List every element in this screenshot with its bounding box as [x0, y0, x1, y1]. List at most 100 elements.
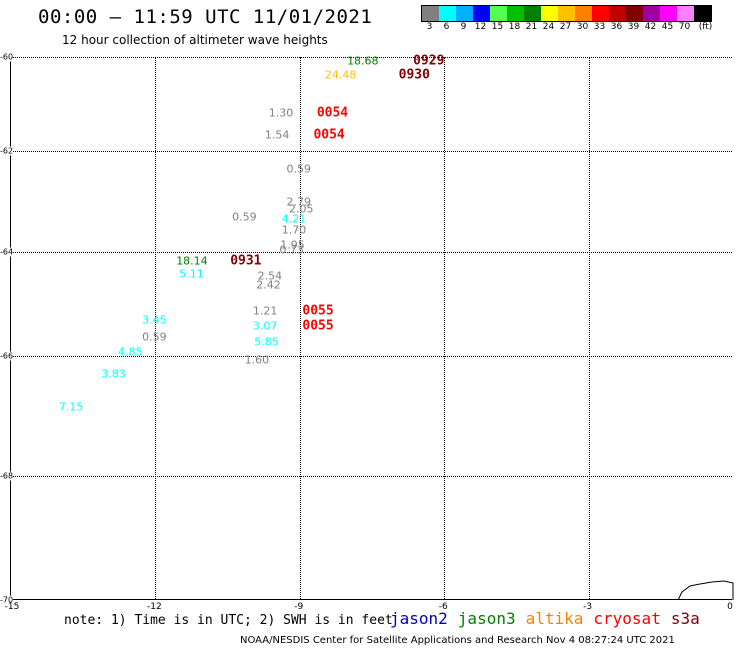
wave-height-label: 2.05 [288, 202, 314, 216]
wave-height-label: 1.95 [280, 238, 305, 252]
wave-height-label: 0.59 [142, 330, 167, 344]
observation-time-label: 0055 [302, 318, 334, 334]
latitude-gridline [11, 57, 732, 58]
color-scale-label: 70 [678, 22, 691, 32]
longitude-gridline [155, 57, 157, 599]
color-swatch [575, 6, 592, 21]
longitude-gridline [299, 57, 301, 599]
latitude-tick-label: -70 [0, 595, 14, 605]
wave-height-label: 0.59 [286, 162, 312, 176]
observation-time-label: 0929 [413, 53, 445, 69]
observation-time-label: 0931 [230, 253, 262, 269]
wave-height-label: 4.21 [281, 212, 307, 226]
color-swatch [422, 6, 439, 21]
color-scale-label: 45 [661, 22, 674, 32]
longitude-tick-label: 0 [727, 602, 733, 612]
color-swatch [439, 6, 456, 21]
color-swatch [694, 6, 711, 21]
wave-height-label: 5.85 [254, 335, 279, 349]
color-swatch [558, 6, 575, 21]
longitude-gridline [588, 57, 590, 599]
longitude-gridline [444, 57, 446, 599]
wave-height-color-scale [421, 5, 712, 22]
latitude-tick-label: -60 [0, 52, 14, 62]
longitude-tick-label: -3 [583, 602, 593, 612]
mission-legend: jason2 jason3 altika cryosat s3a [390, 609, 710, 628]
color-scale-label: 42 [644, 22, 657, 32]
wave-height-label: 2.42 [256, 278, 281, 292]
mission-legend-item: jason3 [457, 609, 516, 628]
wave-height-label: 0.59 [232, 210, 257, 224]
mission-legend-item: jason2 [390, 609, 448, 628]
wave-height-label: 1.54 [264, 128, 290, 142]
color-swatch [541, 6, 558, 21]
wave-height-label: 1.70 [281, 223, 307, 237]
footer-note: note: 1) Time is in UTC; 2) SWH is in fe… [64, 613, 393, 628]
longitude-tick-label: -6 [438, 602, 448, 612]
latitude-tick-label: -64 [0, 247, 14, 257]
color-swatch [473, 6, 490, 21]
wave-height-label: 2.79 [286, 195, 312, 208]
latitude-tick-label: -68 [0, 471, 14, 481]
color-scale-label: 9 [460, 22, 467, 32]
color-swatch [524, 6, 541, 21]
longitude-tick-label: -12 [147, 602, 162, 612]
wave-height-label: 3.07 [252, 319, 278, 333]
color-scale-label: 15 [491, 22, 504, 32]
color-scale-label: 39 [627, 22, 640, 32]
latitude-gridline [11, 476, 732, 477]
color-swatch [592, 6, 609, 21]
wave-height-label: 0.73 [279, 243, 304, 257]
wave-height-label: 18.14 [176, 254, 208, 268]
color-swatch [626, 6, 643, 21]
map-title: 00:00 – 11:59 UTC 11/01/2021 [38, 6, 373, 28]
wave-height-label: 4.85 [118, 345, 143, 359]
color-swatch [456, 6, 473, 21]
mission-legend-item: cryosat [593, 609, 661, 628]
wave-height-label: 1.30 [268, 106, 294, 120]
color-scale-label: 24 [542, 22, 555, 32]
footer-credit: NOAA/NESDIS Center for Satellite Applica… [240, 635, 675, 646]
color-swatch [660, 6, 677, 21]
wave-height-label: 24.48 [324, 68, 357, 82]
color-scale-label: 12 [474, 22, 487, 32]
latitude-tick-label: -66 [0, 351, 14, 361]
color-swatch [609, 6, 626, 21]
map-subtitle: 12 hour collection of altimeter wave hei… [62, 33, 328, 47]
color-swatch [677, 6, 694, 21]
mission-legend-item: s3a [670, 609, 700, 628]
color-scale-label: 36 [610, 22, 623, 32]
latitude-gridline [11, 356, 732, 357]
color-swatch [507, 6, 524, 21]
color-scale-label: 27 [559, 22, 572, 32]
mission-legend-item: altika [525, 609, 584, 628]
color-scale-label: 6 [443, 22, 450, 32]
color-scale-label: 30 [576, 22, 589, 32]
observation-time-label: 0055 [302, 303, 334, 319]
wave-height-label: 3.45 [142, 313, 167, 327]
longitude-tick-label: -9 [294, 602, 304, 612]
wave-height-label: 5.11 [179, 267, 204, 281]
color-scale-label: (ft) [698, 22, 713, 32]
color-swatch [643, 6, 660, 21]
wave-height-label: 2.54 [257, 269, 283, 283]
wave-height-label: 1.60 [244, 353, 270, 367]
observation-time-label: 0054 [313, 127, 345, 143]
color-swatch [490, 6, 507, 21]
latitude-gridline [11, 151, 732, 152]
longitude-tick-label: -15 [4, 602, 20, 612]
wave-height-label: 1.21 [252, 304, 278, 318]
color-scale-label: 21 [525, 22, 538, 32]
wave-height-label: 18.68 [347, 54, 379, 68]
latitude-gridline [11, 252, 732, 253]
observation-time-label: 0930 [398, 67, 430, 83]
color-scale-label: 3 [426, 22, 433, 32]
color-scale-label: 18 [508, 22, 521, 32]
observation-time-label: 0054 [316, 105, 349, 121]
color-scale-label: 33 [593, 22, 606, 32]
color-scale-labels: 3 6 9 12 15 18 21 24 27 30 33 36 39 42 45 70 (ft) [421, 22, 740, 34]
wave-height-label: 7.15 [58, 400, 84, 414]
latitude-tick-label: -62 [0, 146, 14, 156]
wave-height-label: 3.83 [101, 367, 126, 381]
